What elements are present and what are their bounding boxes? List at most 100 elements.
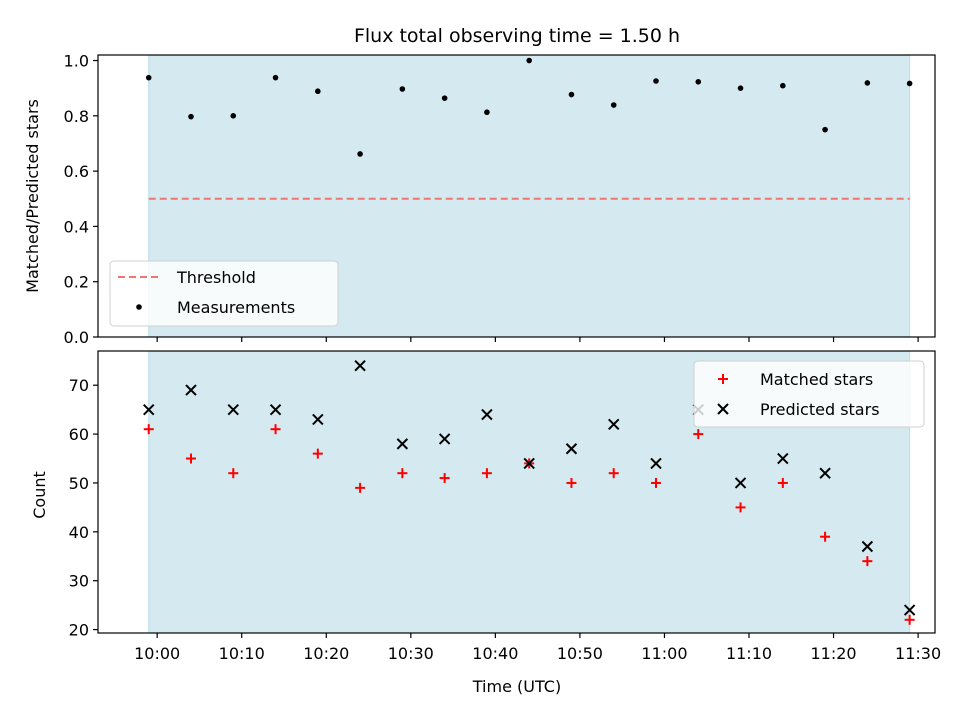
x-b <box>903 604 916 616</box>
x-b <box>523 457 535 470</box>
matched-stars-point <box>397 468 408 479</box>
x-tick-label: 11:30 <box>895 644 941 663</box>
measurement-point <box>441 95 448 101</box>
predicted-stars-point <box>227 403 239 416</box>
predicted-stars-point <box>903 604 916 616</box>
y-tick-label: 1.0 <box>64 52 89 71</box>
y-tick-label: 20 <box>69 621 89 640</box>
predicted-stars-point <box>523 457 535 470</box>
x-b <box>481 408 493 421</box>
x-b <box>269 403 282 416</box>
measurement-point <box>526 57 532 64</box>
x-b <box>608 418 620 431</box>
measurement-point <box>780 82 786 89</box>
predicted-stars-point <box>734 477 747 489</box>
predicted-stars-point <box>438 433 451 445</box>
predicted-stars-point <box>861 540 874 553</box>
x-tick-label: 10:00 <box>134 644 180 663</box>
legend: Threshold Measurements <box>109 260 339 327</box>
y-tick-label: 40 <box>69 523 89 542</box>
top-ylabel: Matched/Predicted stars <box>23 99 42 293</box>
plot-frame <box>97 54 936 338</box>
x-b <box>565 443 578 455</box>
predicted-stars-point <box>396 438 409 450</box>
y-tick-label: 70 <box>69 376 89 395</box>
measurement-point <box>399 86 406 92</box>
x-b <box>819 467 831 479</box>
predicted-stars-point <box>312 413 324 426</box>
matched-stars-point <box>481 468 492 479</box>
predicted-stars-point <box>650 457 662 470</box>
x-tick-label: 10:30 <box>388 644 434 663</box>
matched-stars-point <box>735 502 746 513</box>
x-tick-label: 11:10 <box>726 644 772 663</box>
predicted-stars-point <box>481 408 493 421</box>
x-b <box>861 540 874 553</box>
x-b <box>354 359 366 372</box>
predicted-stars-point <box>185 384 197 396</box>
predicted-stars-point <box>269 403 282 416</box>
legend-measurements-swatch <box>136 304 142 310</box>
matched-stars-point <box>228 468 239 479</box>
bottom-panel: 20 30 40 50 60 70 10:00 10:10 10:20 10:30 10:40 10:… <box>69 350 941 663</box>
x-b <box>143 403 155 416</box>
matched-stars-point <box>820 531 831 542</box>
legend-measurements-label: Measurements <box>177 298 295 317</box>
matched-stars-point <box>143 424 154 435</box>
measurement-point <box>906 80 913 87</box>
matched-stars-point <box>693 429 704 440</box>
x-tick-label: 11:00 <box>641 644 687 663</box>
legend-predicted-swatch-b <box>717 403 729 415</box>
x-b <box>734 477 747 489</box>
legend: Matched stars Predicted stars <box>693 360 925 428</box>
y-tick-label: 50 <box>69 474 89 493</box>
top-panel: 0.0 0.2 0.4 0.6 0.8 1.0 Threshold Measurements <box>64 52 936 347</box>
measurement-point <box>568 91 575 98</box>
y-tick-label: 0.2 <box>64 273 89 292</box>
predicted-stars-point <box>819 467 831 479</box>
y-tick-label: 30 <box>69 572 89 591</box>
matched-stars-point <box>904 614 915 625</box>
legend-threshold-label: Threshold <box>176 268 256 287</box>
matched-stars-point <box>312 448 323 459</box>
matched-stars-point <box>186 453 196 464</box>
y-tick-label: 0.4 <box>64 217 89 236</box>
measurement-point <box>653 78 659 84</box>
x-b <box>438 433 451 445</box>
measurement-point <box>737 85 744 91</box>
measurement-point <box>484 109 490 116</box>
x-b <box>650 457 662 470</box>
matched-stars-point <box>439 473 450 484</box>
measurement-point <box>357 151 363 157</box>
matched-stars-point <box>777 477 788 488</box>
matched-stars-point <box>355 482 366 493</box>
x-tick-label: 10:50 <box>557 644 603 663</box>
y-tick-label: 0.0 <box>64 328 89 347</box>
measurement-point <box>188 113 194 120</box>
y-tick-label: 0.6 <box>64 162 89 181</box>
predicted-stars-point <box>143 403 155 416</box>
chart-title: Flux total observing time = 1.50 h <box>354 25 680 47</box>
x-b <box>312 413 324 426</box>
x-b <box>185 384 197 396</box>
bottom-ylabel: Count <box>30 471 49 519</box>
matched-stars-point <box>862 556 873 567</box>
measurement-point <box>610 102 617 108</box>
x-tick-label: 10:10 <box>219 644 265 663</box>
measurement-point <box>145 74 152 81</box>
x-tick-label: 10:20 <box>303 644 349 663</box>
measurement-point <box>864 80 871 86</box>
y-tick-label: 60 <box>69 425 89 444</box>
matched-stars-point <box>566 477 577 488</box>
matched-stars-point <box>608 468 619 479</box>
legend-box <box>109 260 339 327</box>
x-b <box>396 438 409 450</box>
y-tick-label: 0.8 <box>64 107 89 126</box>
predicted-stars-point <box>354 359 366 372</box>
measurement-point <box>272 74 279 81</box>
predicted-stars-point <box>608 418 620 431</box>
x-b <box>777 452 789 465</box>
legend-box <box>693 360 925 428</box>
legend-matched-label: Matched stars <box>760 370 873 389</box>
